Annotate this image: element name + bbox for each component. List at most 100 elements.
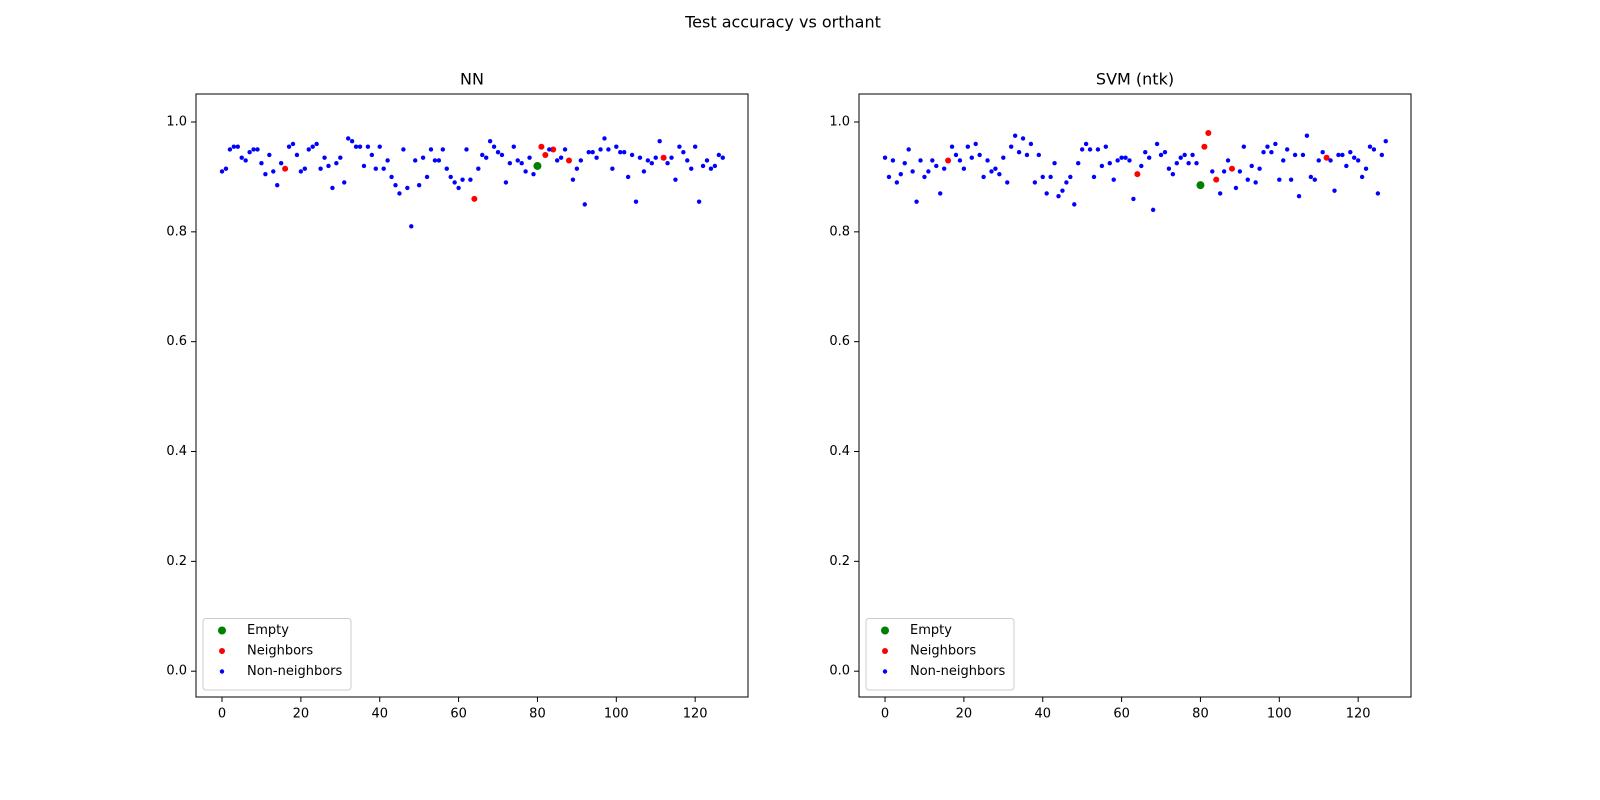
point [1060, 188, 1065, 193]
point [1265, 144, 1270, 149]
point [444, 166, 449, 171]
point [1308, 174, 1314, 180]
point [1332, 188, 1337, 193]
point [401, 147, 406, 152]
point [1119, 155, 1124, 160]
x-tick-label: 120 [683, 707, 708, 722]
point [1111, 177, 1116, 182]
point [507, 160, 513, 166]
point [945, 157, 952, 164]
point [590, 150, 595, 155]
point [989, 169, 994, 174]
point [685, 158, 690, 163]
point [882, 155, 888, 160]
point [298, 169, 304, 174]
point [397, 191, 402, 196]
point [322, 155, 327, 160]
point [471, 195, 478, 202]
point [696, 199, 702, 204]
x-tick-label: 0 [218, 707, 226, 722]
point [1253, 180, 1258, 185]
point [1383, 139, 1388, 144]
point [930, 158, 935, 163]
point [1064, 180, 1069, 185]
point [353, 144, 359, 149]
point [440, 147, 446, 152]
point [271, 169, 276, 174]
point [1186, 160, 1191, 166]
point [1056, 193, 1061, 199]
point [606, 147, 611, 152]
point [554, 158, 560, 163]
point [1348, 150, 1353, 155]
point [926, 169, 931, 174]
y-tick-label: 0.0 [166, 664, 187, 679]
point [1352, 155, 1357, 160]
subplot-title: SVM (ntk) [1096, 70, 1174, 89]
point [357, 144, 363, 149]
point [413, 158, 418, 163]
point [708, 166, 714, 171]
point [1134, 171, 1141, 178]
point [314, 141, 319, 147]
point [533, 161, 542, 170]
point [922, 174, 927, 180]
y-tick-label: 0.4 [166, 444, 187, 459]
point [349, 139, 355, 144]
point [602, 136, 607, 141]
point [1127, 158, 1132, 163]
x-tick-label: 0 [881, 707, 889, 722]
point [247, 150, 252, 155]
point [227, 147, 233, 152]
point [689, 166, 694, 171]
point [594, 155, 599, 160]
y-tick-label: 0.0 [829, 664, 850, 679]
point [938, 191, 943, 196]
point [629, 152, 635, 158]
point [669, 155, 674, 160]
point [1371, 147, 1377, 152]
point [618, 150, 623, 155]
point [898, 171, 903, 177]
point [977, 152, 982, 158]
point [495, 150, 501, 155]
y-tick-label: 0.8 [166, 224, 187, 239]
point [1336, 152, 1341, 158]
point [1288, 177, 1294, 182]
point [1320, 150, 1325, 155]
point [1001, 155, 1006, 160]
point [1225, 158, 1231, 163]
point [578, 158, 584, 163]
point [894, 180, 900, 185]
point [405, 185, 410, 191]
point [673, 177, 678, 182]
point [1091, 174, 1097, 180]
point [1273, 141, 1278, 147]
legend-box [202, 618, 352, 691]
point [1162, 150, 1168, 155]
x-tick-label: 60 [1113, 707, 1130, 722]
x-tick-label: 20 [956, 707, 973, 722]
point [1367, 144, 1373, 149]
point [531, 171, 536, 177]
point [1205, 129, 1212, 136]
point [519, 160, 524, 166]
point [1095, 147, 1101, 152]
y-tick-label: 0.2 [166, 554, 187, 569]
point [677, 144, 682, 149]
point [326, 163, 331, 169]
plot-area [195, 93, 749, 698]
y-tick-label: 1.0 [166, 115, 187, 130]
point [649, 160, 654, 166]
point [633, 199, 639, 204]
y-tick-label: 0.2 [829, 554, 850, 569]
point [373, 166, 378, 171]
point [1143, 150, 1148, 155]
point [278, 160, 284, 166]
point [385, 158, 390, 163]
point [338, 155, 343, 160]
point [902, 160, 907, 166]
point [223, 166, 229, 171]
point [1052, 160, 1057, 166]
